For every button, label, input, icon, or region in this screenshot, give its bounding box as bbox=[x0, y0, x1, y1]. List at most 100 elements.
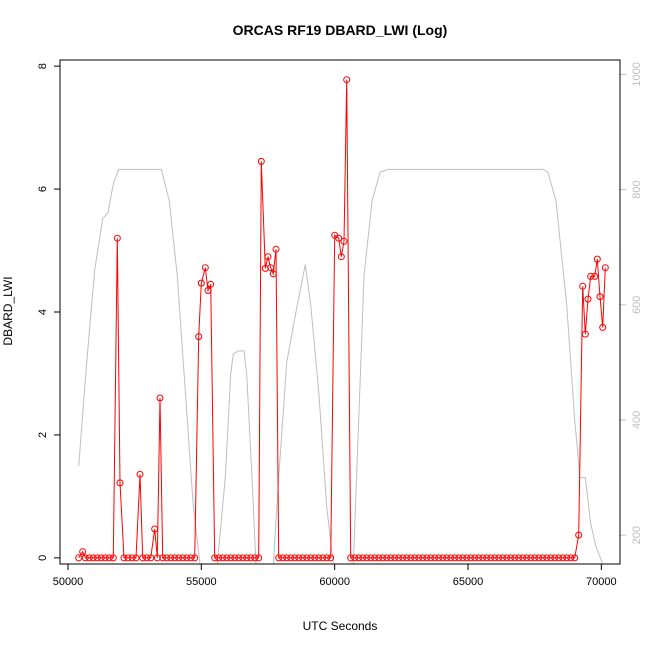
plot-frame bbox=[59, 59, 621, 565]
data-point bbox=[179, 554, 187, 562]
y-axis-label: DBARD_LWI bbox=[1, 276, 15, 345]
data-point bbox=[291, 554, 299, 562]
x-tick-label: 55000 bbox=[186, 576, 217, 588]
data-point bbox=[116, 479, 124, 487]
data-point bbox=[455, 554, 463, 562]
data-point bbox=[275, 554, 283, 562]
x-axis-label: UTC Seconds bbox=[303, 619, 378, 633]
data-point bbox=[547, 554, 555, 562]
series-line-right bbox=[78, 168, 604, 564]
data-point bbox=[375, 554, 383, 562]
data-point bbox=[347, 554, 355, 562]
data-point bbox=[89, 554, 97, 562]
data-point bbox=[571, 554, 579, 562]
data-point bbox=[201, 264, 209, 272]
chart-title: ORCAS RF19 DBARD_LWI (Log) bbox=[233, 22, 448, 38]
data-point bbox=[563, 554, 571, 562]
data-point bbox=[487, 554, 495, 562]
data-point bbox=[215, 554, 223, 562]
data-point bbox=[551, 554, 559, 562]
data-point bbox=[363, 554, 371, 562]
data-point bbox=[175, 554, 183, 562]
data-point bbox=[387, 554, 395, 562]
data-point bbox=[101, 554, 109, 562]
data-point bbox=[335, 234, 343, 242]
data-point bbox=[539, 554, 547, 562]
data-point bbox=[527, 554, 535, 562]
data-point bbox=[299, 554, 307, 562]
x-tick-label: 70000 bbox=[586, 576, 617, 588]
data-point bbox=[283, 554, 291, 562]
data-point bbox=[383, 554, 391, 562]
data-point bbox=[187, 554, 195, 562]
data-point bbox=[147, 554, 155, 562]
data-point bbox=[340, 237, 348, 245]
y-right-tick-label: 400 bbox=[631, 411, 643, 429]
data-point bbox=[359, 554, 367, 562]
data-point bbox=[139, 554, 147, 562]
data-point bbox=[371, 554, 379, 562]
data-point bbox=[403, 554, 411, 562]
data-point bbox=[143, 554, 151, 562]
data-point bbox=[471, 554, 479, 562]
data-point bbox=[431, 554, 439, 562]
data-point bbox=[495, 554, 503, 562]
data-point bbox=[491, 554, 499, 562]
data-point bbox=[105, 554, 113, 562]
data-point bbox=[581, 330, 589, 338]
data-point bbox=[153, 554, 161, 562]
data-point bbox=[575, 531, 583, 539]
data-point bbox=[355, 554, 363, 562]
data-point bbox=[567, 554, 575, 562]
y-tick-label: 6 bbox=[37, 186, 49, 192]
data-point bbox=[136, 470, 144, 478]
data-point bbox=[183, 554, 191, 562]
data-point bbox=[79, 548, 87, 556]
data-point bbox=[351, 554, 359, 562]
data-point bbox=[399, 554, 407, 562]
data-point bbox=[467, 554, 475, 562]
data-point bbox=[239, 554, 247, 562]
data-point bbox=[584, 295, 592, 303]
data-point bbox=[439, 554, 447, 562]
data-point bbox=[269, 270, 277, 278]
data-point bbox=[132, 554, 140, 562]
data-point bbox=[311, 554, 319, 562]
y-axis-right: 200 400 600 800 1000 bbox=[620, 62, 643, 544]
data-point bbox=[204, 287, 212, 294]
data-point bbox=[156, 394, 164, 402]
data-point bbox=[379, 554, 387, 562]
data-point bbox=[587, 272, 595, 280]
data-point bbox=[531, 554, 539, 562]
x-tick-label: 50000 bbox=[53, 576, 84, 588]
data-point bbox=[97, 554, 105, 562]
data-point bbox=[255, 554, 263, 562]
data-point bbox=[159, 554, 167, 562]
data-point bbox=[247, 554, 255, 562]
data-point bbox=[235, 554, 243, 562]
data-point bbox=[267, 264, 275, 272]
data-point bbox=[511, 554, 519, 562]
data-point bbox=[523, 554, 531, 562]
data-point bbox=[519, 554, 527, 562]
data-point bbox=[197, 279, 205, 287]
y-right-tick-label: 800 bbox=[631, 180, 643, 198]
data-point bbox=[287, 554, 295, 562]
data-point bbox=[443, 554, 451, 562]
data-point bbox=[75, 554, 83, 562]
data-point bbox=[295, 554, 303, 562]
data-point bbox=[475, 554, 483, 562]
data-point bbox=[451, 554, 459, 562]
data-point bbox=[191, 554, 199, 562]
data-point bbox=[395, 554, 403, 562]
data-point bbox=[327, 554, 335, 562]
data-point bbox=[559, 554, 567, 562]
y-tick-label: 4 bbox=[37, 309, 49, 315]
data-point bbox=[81, 554, 89, 562]
data-point bbox=[427, 554, 435, 562]
data-point bbox=[596, 293, 604, 301]
y-tick-label: 8 bbox=[37, 63, 49, 69]
series-layer bbox=[75, 76, 609, 564]
